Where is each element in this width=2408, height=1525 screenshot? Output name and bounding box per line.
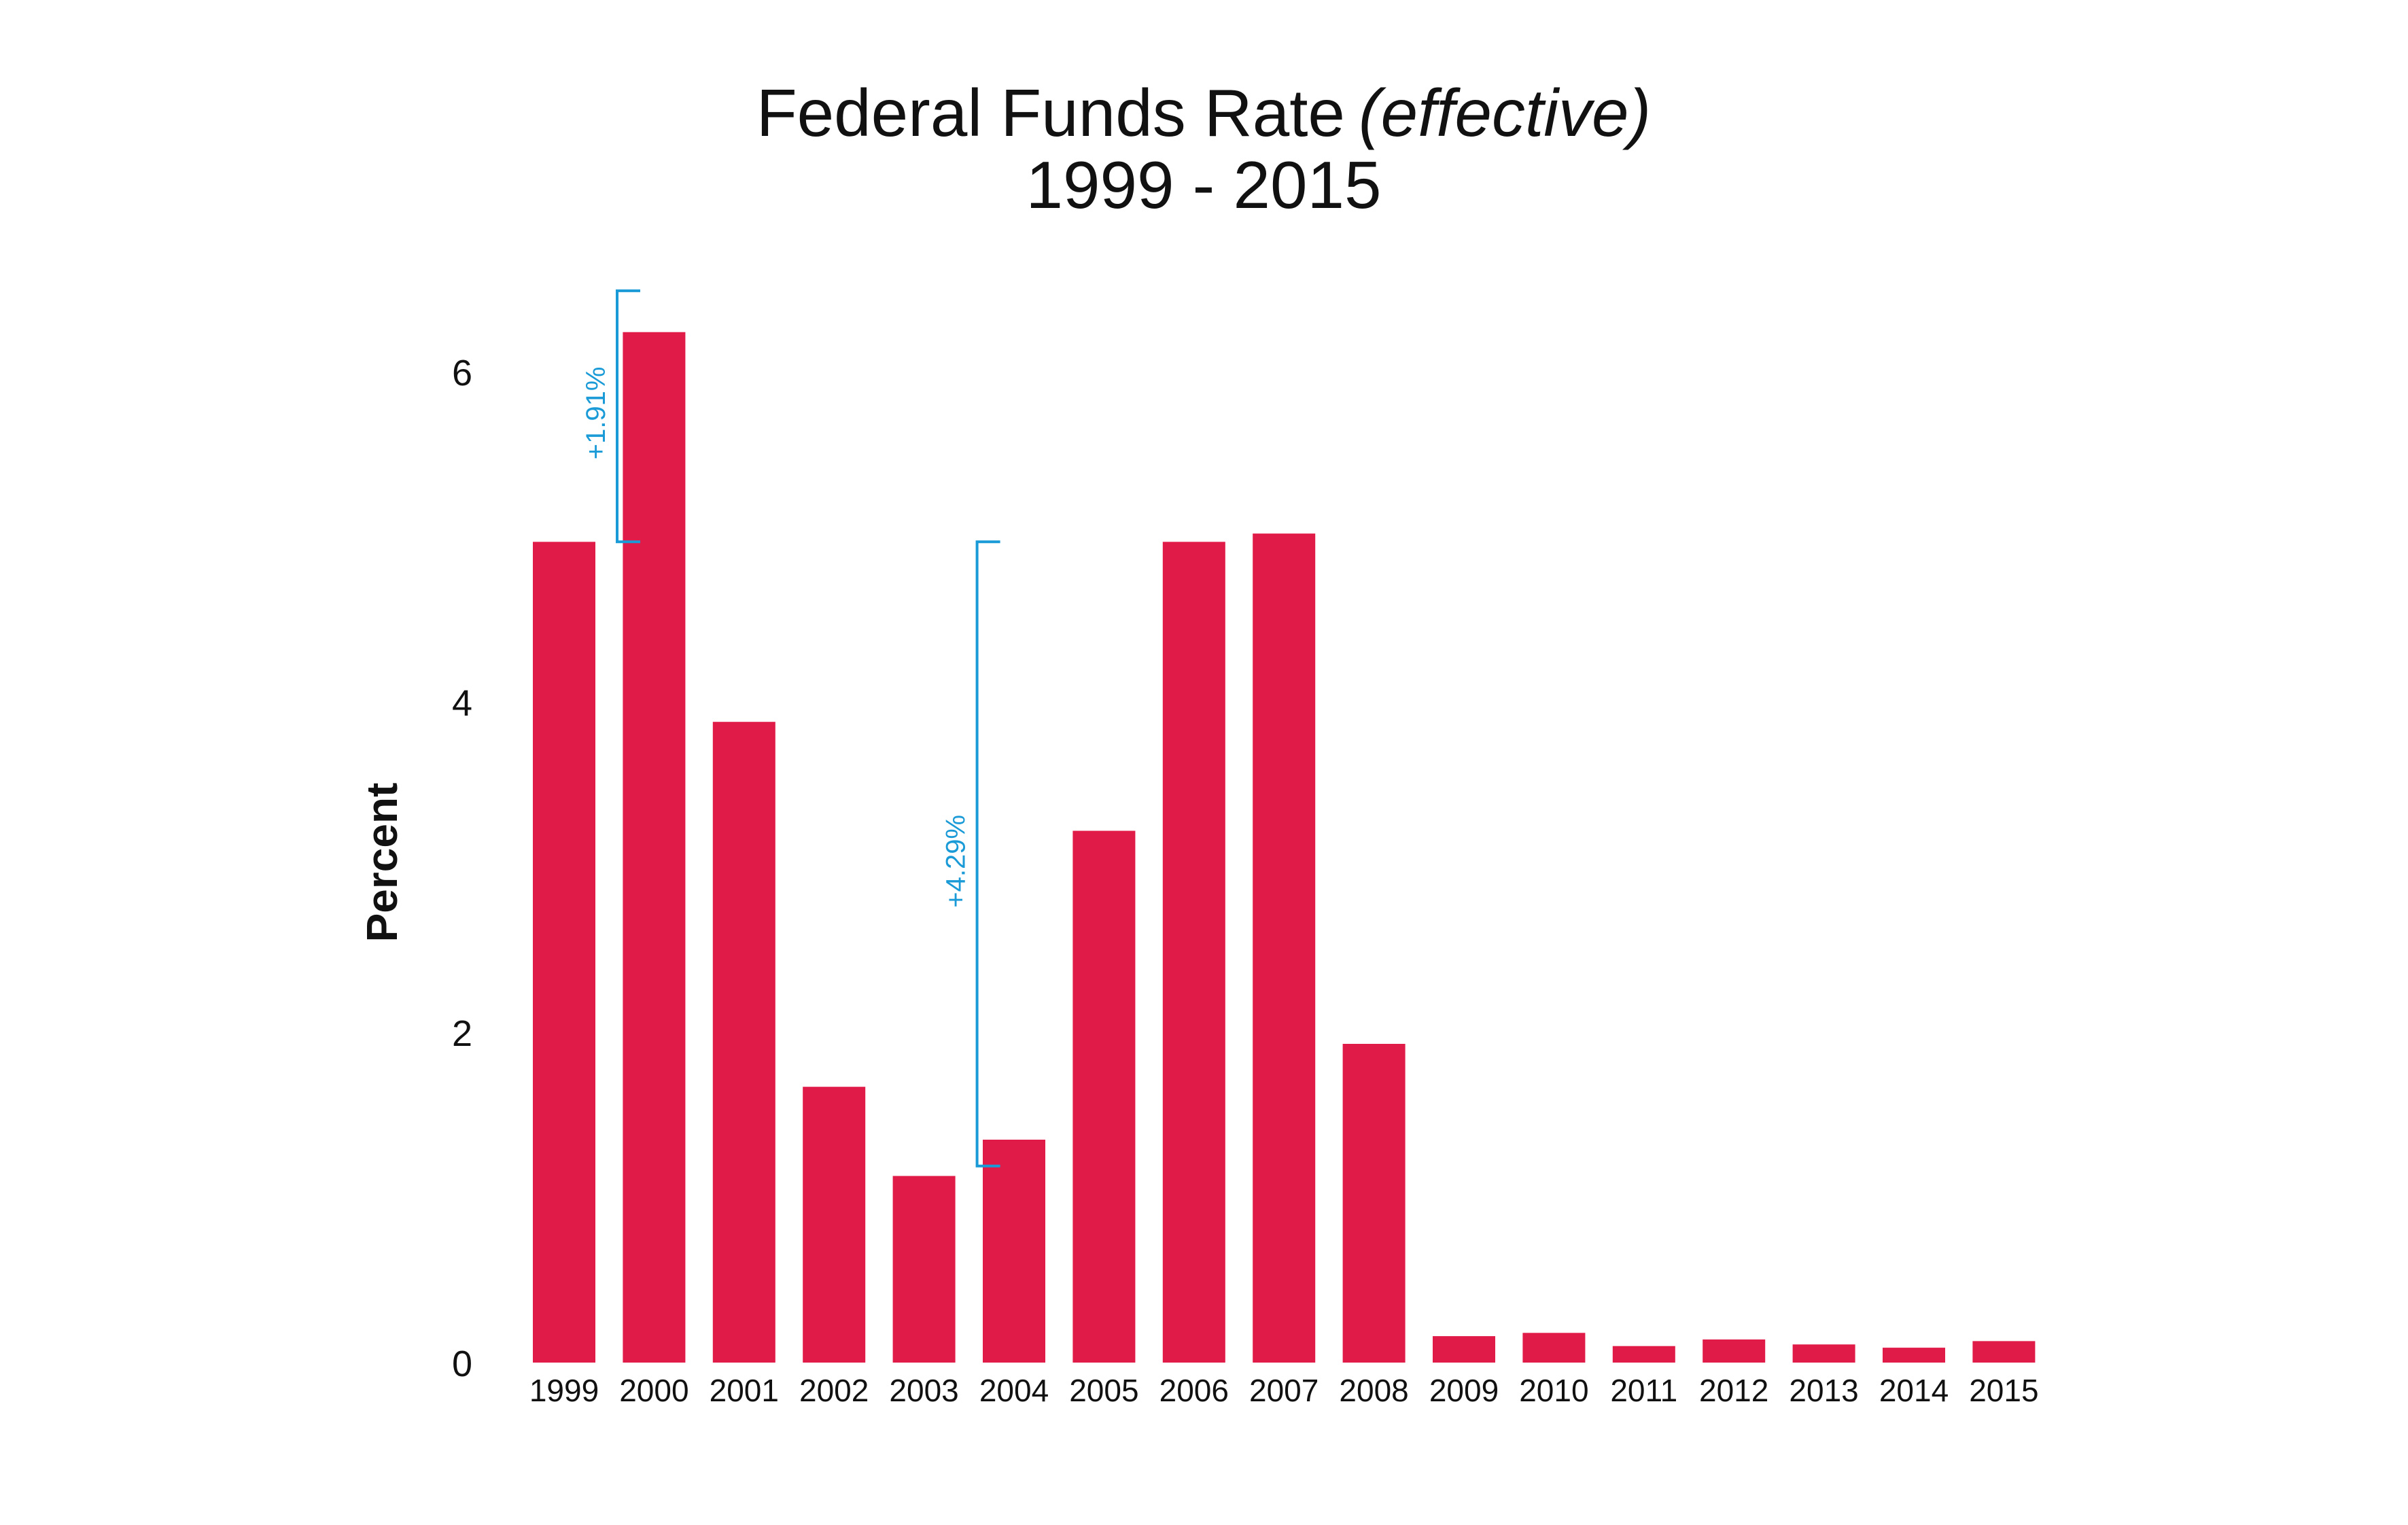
chart-title-main: Federal Funds Rate <box>756 75 1345 150</box>
y-tick-label: 0 <box>452 1344 472 1384</box>
y-tick-label: 4 <box>452 683 472 724</box>
x-tick-label: 2009 <box>1429 1373 1499 1408</box>
x-tick-label: 2014 <box>1879 1373 1949 1408</box>
bar-2006 <box>1162 542 1225 1363</box>
bar-1999 <box>533 542 595 1363</box>
y-tick-label: 6 <box>452 353 472 393</box>
annotation-label: +1.91% <box>581 367 611 460</box>
annotation-label: +4.29% <box>941 815 971 908</box>
annotation-bracket <box>616 289 640 544</box>
bar-2003 <box>892 1176 956 1363</box>
x-tick-label: 2010 <box>1519 1373 1588 1408</box>
chart-title-text: Federal Funds Rate (effective) <box>756 75 1651 150</box>
x-tick-label: 2001 <box>710 1373 779 1408</box>
x-tick-label: 2012 <box>1699 1373 1768 1408</box>
bars <box>533 332 2036 1363</box>
bar-2004 <box>983 1140 1045 1363</box>
y-tick-label: 2 <box>452 1013 472 1054</box>
bar-2015 <box>1972 1341 2036 1363</box>
bar-2008 <box>1342 1044 1406 1363</box>
x-tick-label: 2006 <box>1159 1373 1229 1408</box>
bar-2009 <box>1433 1336 1495 1363</box>
annotations: +1.91% +4.29% <box>581 289 1000 1168</box>
x-tick-label: 2013 <box>1789 1373 1858 1408</box>
chart-subtitle: 1999 - 2015 <box>1026 147 1381 222</box>
bar-2000 <box>623 332 686 1363</box>
bar-2010 <box>1522 1333 1586 1363</box>
x-tick-label: 2007 <box>1249 1373 1319 1408</box>
annotation-bracket <box>975 540 1000 1168</box>
x-tick-label: 2000 <box>619 1373 688 1408</box>
bar-2013 <box>1792 1344 1855 1363</box>
y-axis-label: Percent <box>357 783 406 943</box>
x-tick-label: 2004 <box>979 1373 1049 1408</box>
x-axis-ticks: 1999 2000 2001 2002 2003 2004 2005 2006 2007 2008… <box>529 1373 2039 1408</box>
bar-2005 <box>1072 830 1136 1363</box>
x-tick-label: 2005 <box>1069 1373 1138 1408</box>
x-tick-label: 2015 <box>1969 1373 2038 1408</box>
bar-2007 <box>1253 533 1316 1363</box>
bar-2014 <box>1883 1348 1945 1363</box>
bar-2012 <box>1703 1339 1766 1363</box>
bar-2002 <box>803 1087 866 1363</box>
x-tick-label: 2011 <box>1610 1373 1677 1408</box>
bar-2011 <box>1612 1346 1675 1363</box>
chart-title-italic: (effective) <box>1359 75 1651 150</box>
bar-2001 <box>712 722 775 1363</box>
x-tick-label: 2008 <box>1339 1373 1408 1408</box>
x-tick-label: 2002 <box>799 1373 869 1408</box>
x-tick-label: 2003 <box>889 1373 958 1408</box>
x-tick-label: 1999 <box>529 1373 599 1408</box>
chart-title: Federal Funds Rate (effective) 1999 - 201… <box>756 75 1651 222</box>
y-axis-ticks: 0 2 4 6 <box>452 353 472 1384</box>
